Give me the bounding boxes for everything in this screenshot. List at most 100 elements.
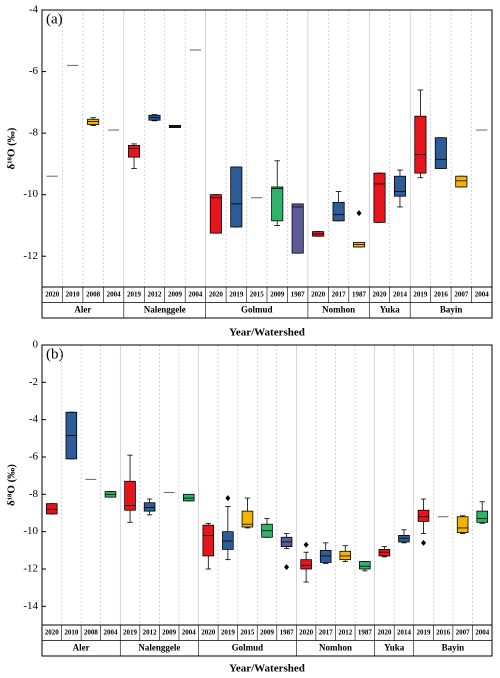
year-label: 1987 (358, 628, 373, 636)
box (222, 531, 234, 550)
group-label: Bayin (442, 642, 465, 652)
year-label: 2009 (270, 290, 285, 298)
year-label: 2020 (377, 628, 392, 636)
year-label: 2017 (319, 628, 334, 636)
year-label: 2012 (143, 628, 158, 636)
y-tick-label: 0 (33, 339, 39, 351)
year-label: 2020 (209, 290, 224, 298)
y-axis-label: δ¹⁸O (‰) (6, 464, 18, 506)
box (398, 535, 410, 543)
y-tick-label: -8 (29, 488, 39, 500)
year-label: 2004 (182, 628, 197, 636)
panel-label: (a) (46, 11, 63, 27)
y-tick-label: -10 (23, 188, 38, 200)
outlier (303, 541, 309, 548)
year-label: 2007 (456, 628, 471, 636)
y-tick-label: -4 (29, 413, 39, 425)
box (202, 524, 215, 557)
group-label: Nalenggele (138, 642, 180, 652)
box (417, 509, 430, 522)
outlier (356, 210, 362, 217)
year-label: 2019 (229, 290, 244, 298)
year-label: 2007 (454, 290, 469, 298)
y-axis-label: δ¹⁸O (‰) (6, 127, 18, 169)
group-label: Nalenggele (144, 304, 186, 314)
year-label: 2020 (45, 628, 60, 636)
group-label: Bayin (440, 304, 463, 314)
x-axis-label: Year/Watershed (229, 663, 305, 675)
year-label: 2016 (434, 290, 449, 298)
box (124, 480, 136, 511)
year-label: 2008 (86, 290, 101, 298)
group-label: Yuka (380, 304, 401, 314)
box (319, 549, 332, 563)
y-tick-label: -12 (23, 563, 38, 575)
year-label: 2014 (397, 628, 412, 636)
box (414, 115, 427, 174)
year-label: 2017 (332, 290, 347, 298)
year-label: 2019 (417, 628, 432, 636)
year-label: 2009 (260, 628, 275, 636)
box (455, 175, 468, 188)
box (476, 510, 488, 523)
year-label: 2015 (250, 290, 265, 298)
outlier (284, 564, 290, 571)
box (393, 175, 406, 197)
year-label: 2019 (123, 628, 138, 636)
box (378, 549, 391, 557)
y-tick-label: -4 (29, 4, 39, 16)
year-label: 2004 (107, 290, 122, 298)
y-tick-label: -2 (29, 376, 38, 388)
box (241, 510, 254, 528)
group-label: Yuka (384, 642, 405, 652)
box (128, 145, 141, 158)
year-label: 2010 (64, 628, 79, 636)
group-label: Aler (74, 304, 91, 314)
y-tick-label: -6 (29, 451, 39, 463)
y-tick-label: -8 (29, 127, 39, 139)
outlier (421, 539, 427, 546)
year-label: 2012 (338, 628, 353, 636)
box (300, 559, 312, 570)
year-label: 2015 (240, 628, 255, 636)
group-label: Nomhon (319, 642, 352, 652)
box (209, 194, 222, 234)
year-label: 2004 (475, 628, 490, 636)
group-label: Aler (73, 642, 90, 652)
group-label: Nomhon (322, 304, 355, 314)
y-tick-label: -14 (23, 600, 38, 612)
box (373, 172, 386, 223)
y-tick-label: -12 (23, 250, 38, 262)
year-label: 2019 (413, 290, 428, 298)
year-label: 2020 (373, 290, 388, 298)
year-label: 2020 (299, 628, 314, 636)
year-label: 2012 (148, 290, 163, 298)
box (271, 186, 284, 222)
group-label: Golmud (232, 642, 264, 652)
group-label: Golmud (241, 304, 273, 314)
panel-label: (b) (46, 346, 64, 362)
year-label: 2010 (66, 290, 81, 298)
box (182, 493, 195, 502)
year-label: 2020 (45, 290, 60, 298)
year-label: 2004 (103, 628, 118, 636)
year-label: 2009 (168, 290, 183, 298)
y-tick-label: -10 (23, 525, 38, 537)
outlier (225, 495, 231, 502)
year-label: 2008 (84, 628, 99, 636)
box (87, 118, 100, 125)
year-label: 2004 (188, 290, 203, 298)
box (291, 203, 304, 254)
box (456, 516, 469, 534)
year-label: 2009 (162, 628, 177, 636)
year-label: 2019 (221, 628, 236, 636)
y-tick-label: -6 (29, 65, 39, 77)
box (359, 561, 371, 570)
year-label: 2016 (436, 628, 451, 636)
year-label: 2019 (127, 290, 142, 298)
box (46, 503, 58, 515)
x-axis-label: Year/Watershed (229, 327, 305, 339)
box (332, 201, 345, 222)
year-label: 2020 (201, 628, 216, 636)
